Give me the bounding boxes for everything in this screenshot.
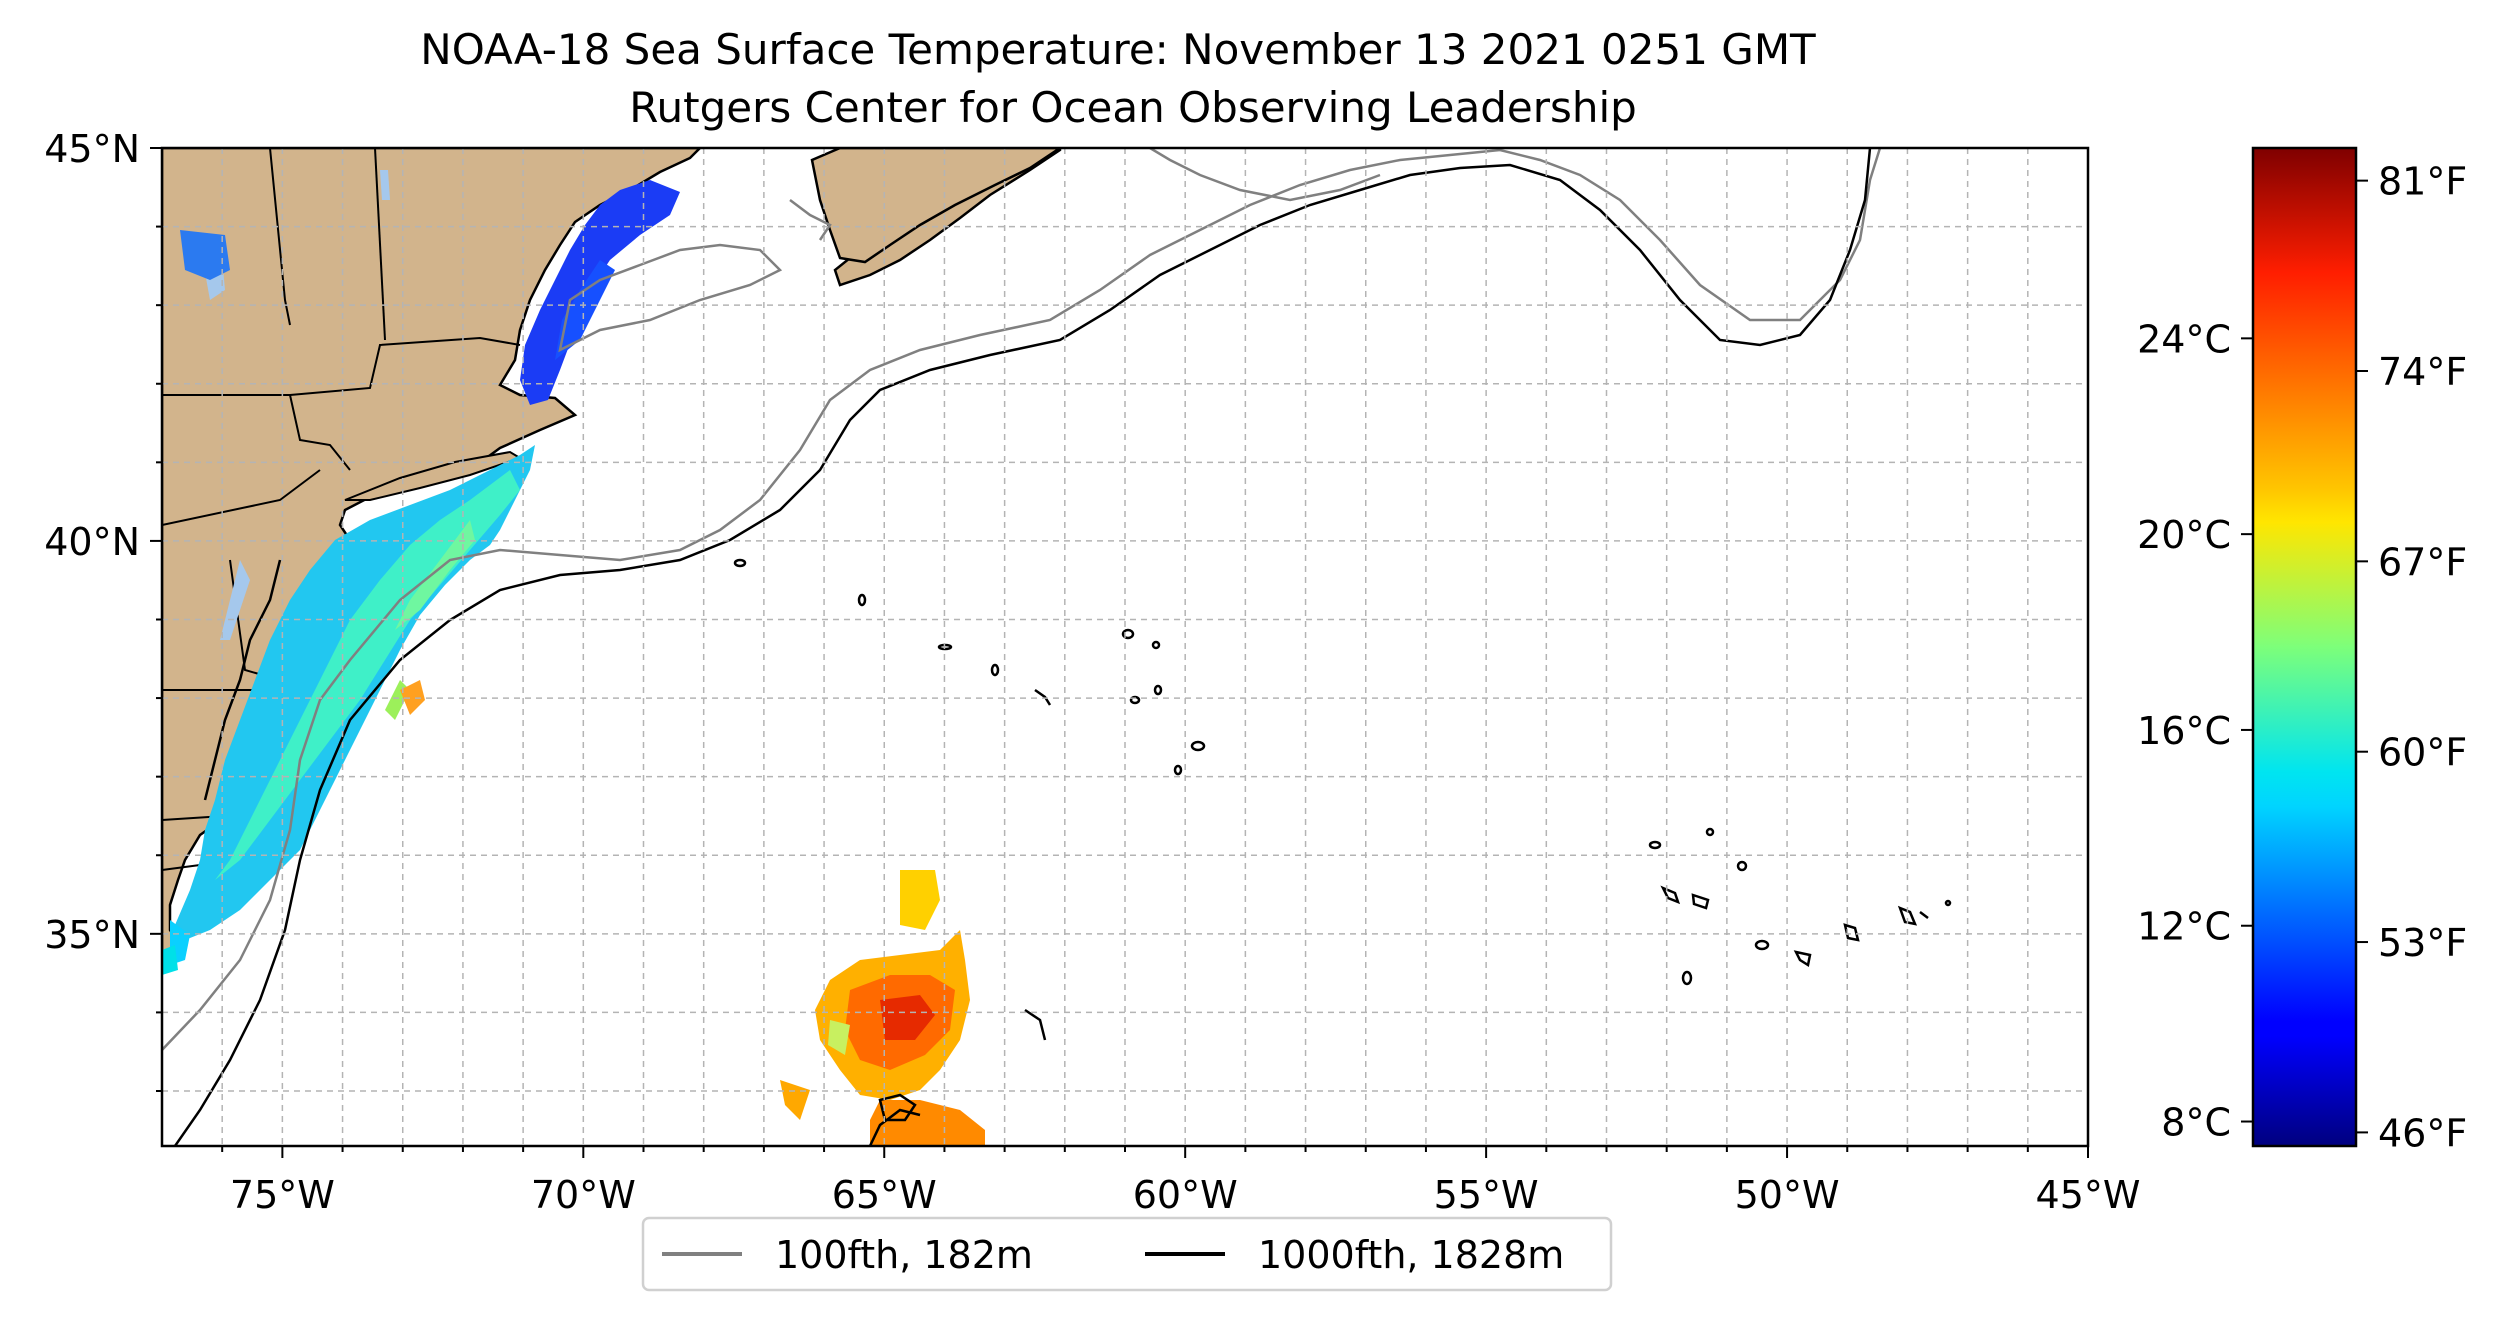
colorbar-f-label: 81°F	[2378, 160, 2467, 204]
land-northeast-us	[162, 148, 702, 954]
colorbar-c-label: 8°C	[2161, 1101, 2231, 1145]
lat-tick-label: 35°N	[44, 913, 140, 957]
lon-tick-label: 55°W	[1434, 1173, 1539, 1217]
colorbar-f-label: 67°F	[2378, 540, 2467, 584]
lon-tick-label: 45°W	[2036, 1173, 2141, 1217]
figure-subtitle: Rutgers Center for Ocean Observing Leade…	[629, 83, 1637, 132]
colorbar-c-label: 12°C	[2137, 905, 2231, 949]
sst-coastal-swath	[162, 180, 680, 975]
lon-tick-label: 65°W	[832, 1173, 937, 1217]
colorbar-f-label: 46°F	[2378, 1111, 2467, 1155]
longitude-axis: 75°W 70°W 65°W 60°W 55°W 50°W 45°W	[221, 1146, 2141, 1217]
colorbar-c-label: 20°C	[2137, 513, 2231, 557]
figure-title: NOAA-18 Sea Surface Temperature: Novembe…	[420, 25, 1816, 74]
colorbar-gradient	[2251, 146, 2358, 1148]
legend-label-100fth: 100fth, 182m	[775, 1233, 1033, 1277]
lon-tick-label: 60°W	[1133, 1173, 1238, 1217]
colorbar: 24°C 20°C 16°C 12°C 8°C 81°F 74°F 67°F 60°F 53°F…	[2137, 146, 2467, 1155]
colorbar-f-label: 53°F	[2378, 921, 2467, 965]
colorbar-celsius-ticks: 24°C 20°C 16°C 12°C 8°C	[2137, 317, 2253, 1145]
colorbar-c-label: 16°C	[2137, 709, 2231, 753]
land-nova-scotia	[833, 148, 1062, 287]
lon-tick-label: 70°W	[531, 1173, 636, 1217]
sst-gulf-stream-swath	[780, 870, 985, 1146]
colorbar-fahrenheit-ticks: 81°F 74°F 67°F 60°F 53°F 46°F	[2356, 160, 2467, 1155]
lat-tick-label: 40°N	[44, 520, 140, 564]
legend-box	[641, 1216, 1613, 1292]
lat-tick-label: 45°N	[44, 127, 140, 171]
seamounts	[733, 558, 1952, 1146]
colorbar-f-label: 74°F	[2378, 350, 2467, 394]
legend-label-1000fth: 1000fth, 1828m	[1258, 1233, 1564, 1277]
latitude-axis: 35°N 40°N 45°N	[44, 127, 162, 1092]
lon-tick-label: 50°W	[1735, 1173, 1840, 1217]
colorbar-f-label: 60°F	[2378, 731, 2467, 775]
land-nova-scotia-east	[810, 148, 1063, 264]
legend: 100fth, 182m 1000fth, 1828m	[641, 1216, 1613, 1292]
delmarva-coast	[203, 559, 282, 801]
isobath-1000fth	[173, 148, 1872, 1146]
map-panel	[162, 148, 2088, 1146]
colorbar-c-label: 24°C	[2137, 317, 2231, 361]
lon-tick-label: 75°W	[230, 1173, 335, 1217]
map-gridlines	[162, 148, 2088, 1146]
